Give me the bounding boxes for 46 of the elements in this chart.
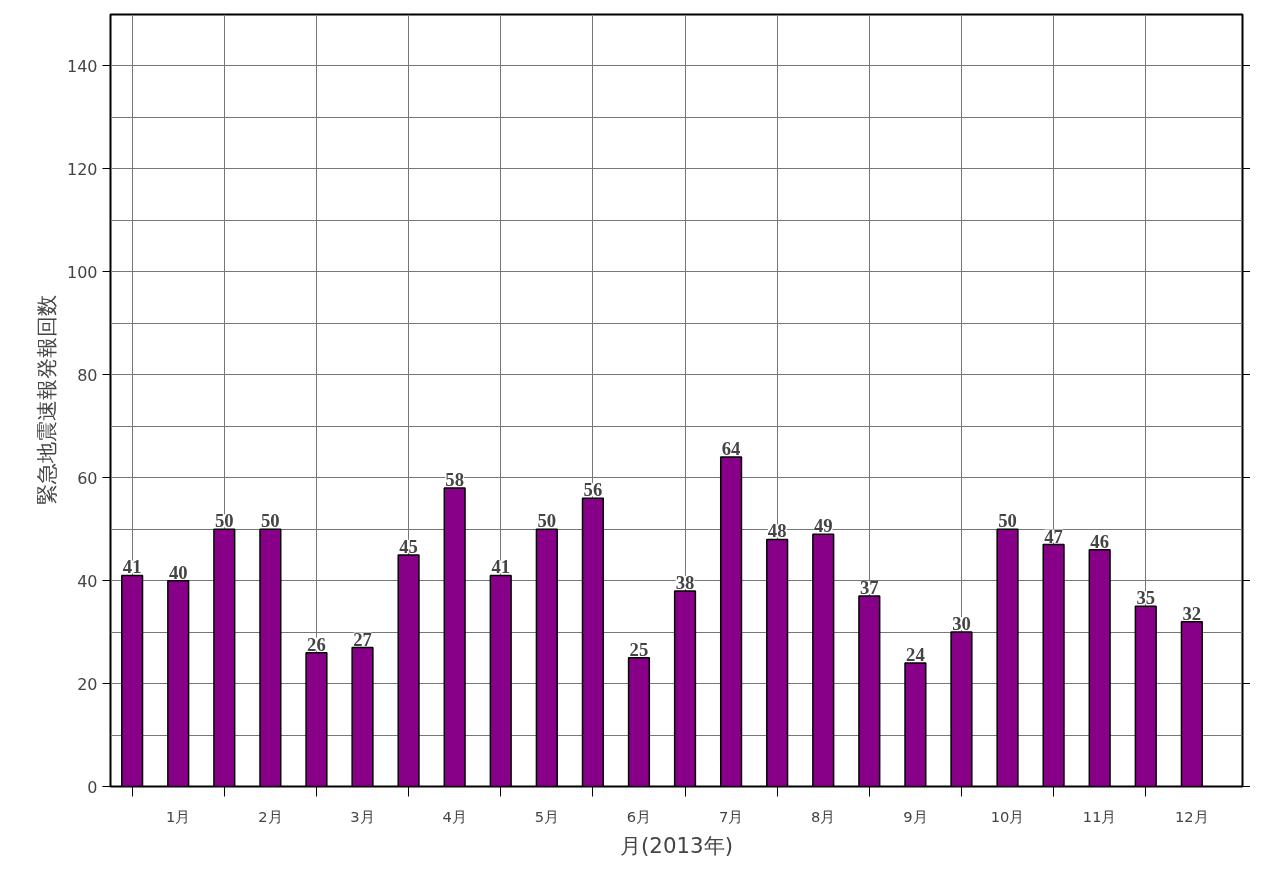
- y-tick-label: 100: [66, 262, 98, 282]
- data-label: 41: [491, 556, 511, 578]
- x-tick-label: 12月: [1175, 807, 1209, 825]
- data-label: 47: [1044, 525, 1063, 547]
- data-label: 40: [168, 561, 188, 583]
- data-label: 58: [445, 468, 464, 490]
- x-tick-label: 6月: [626, 807, 652, 825]
- x-tick-label: 2月: [258, 807, 283, 825]
- data-label: 35: [1136, 587, 1156, 609]
- data-label: 50: [998, 510, 1017, 532]
- x-tick-label: 9月: [903, 807, 928, 825]
- y-tick-label: 120: [66, 159, 98, 179]
- data-label: 24: [906, 643, 925, 665]
- data-label: 25: [629, 638, 649, 660]
- data-label: 48: [767, 520, 787, 542]
- y-tick-label: 140: [66, 56, 98, 76]
- y-tick-label: 40: [77, 571, 98, 591]
- data-label: 50: [261, 510, 280, 532]
- y-tick-label: 60: [77, 468, 98, 488]
- data-label: 38: [675, 571, 695, 593]
- data-label: 41: [122, 556, 142, 578]
- y-axis-title: 緊急地震速報発報回数: [33, 295, 59, 506]
- data-label: 27: [353, 628, 372, 650]
- data-label: 46: [1090, 530, 1109, 552]
- data-label: 56: [583, 479, 603, 501]
- x-tick-label: 10月: [990, 807, 1025, 825]
- y-tick-label: 80: [77, 365, 98, 385]
- x-tick-label: 4月: [442, 807, 467, 825]
- data-label: 37: [859, 577, 879, 599]
- x-tick-label: 5月: [534, 807, 559, 825]
- data-label: 45: [399, 535, 418, 557]
- data-label: 30: [952, 613, 971, 635]
- data-label: 64: [721, 438, 741, 460]
- x-tick-label: 8月: [811, 807, 836, 825]
- x-tick-label: 3月: [350, 807, 375, 825]
- data-label: 49: [813, 515, 833, 537]
- x-tick-label: 7月: [718, 807, 744, 825]
- data-label: 26: [307, 633, 326, 655]
- data-label: 32: [1182, 602, 1202, 624]
- x-tick-label: 11月: [1082, 807, 1117, 825]
- x-axis-title: 月(2013年): [620, 832, 733, 858]
- data-label: 50: [537, 510, 557, 532]
- x-tick-label: 1月: [166, 807, 191, 825]
- y-tick-label: 0: [87, 777, 98, 797]
- y-tick-label: 20: [77, 674, 98, 694]
- data-label: 50: [214, 510, 234, 532]
